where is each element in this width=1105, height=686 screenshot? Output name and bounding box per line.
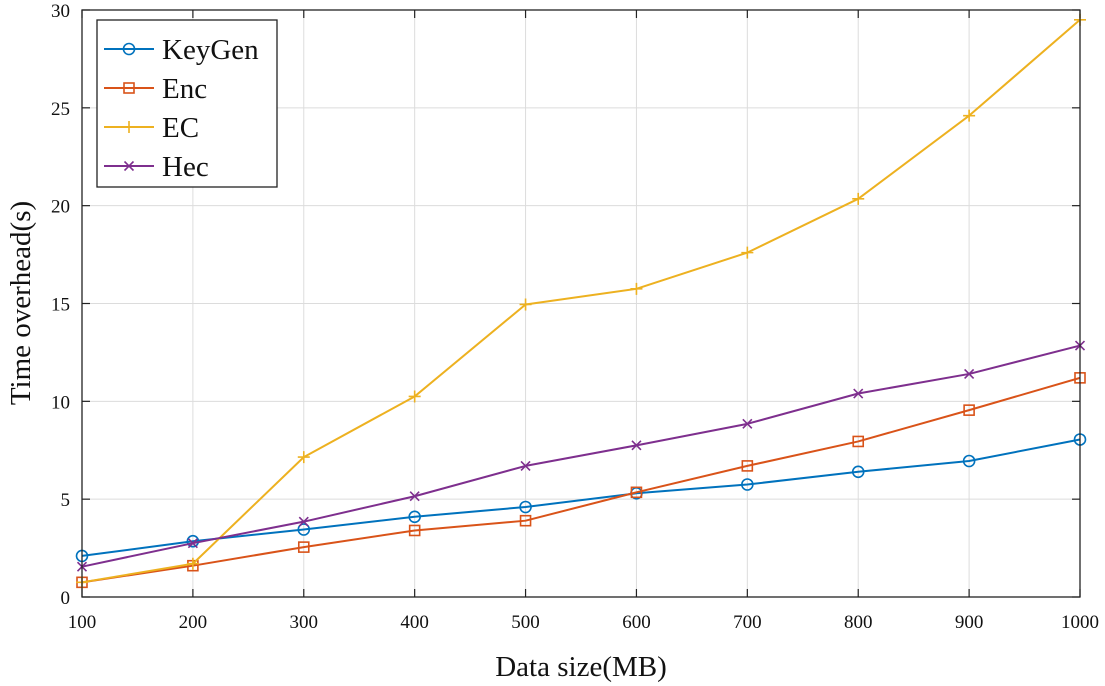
x-tick-label: 600 bbox=[622, 612, 651, 633]
series-layer bbox=[75, 13, 1087, 589]
y-tick-label: 10 bbox=[51, 392, 70, 413]
data-point-hec bbox=[631, 440, 642, 451]
legend-label-keygen: KeyGen bbox=[162, 34, 259, 66]
series-line-enc bbox=[81, 376, 1081, 584]
data-point-ec bbox=[297, 451, 310, 464]
x-tick-label: 900 bbox=[955, 612, 984, 633]
data-point-hec bbox=[187, 538, 198, 549]
data-point-enc bbox=[519, 514, 532, 527]
legend-marker-hec bbox=[123, 160, 135, 172]
data-point-keygen bbox=[962, 454, 976, 468]
data-point-ec bbox=[630, 282, 643, 295]
data-point-ec bbox=[741, 246, 754, 259]
data-point-enc bbox=[741, 460, 754, 472]
legend-marker-enc bbox=[123, 82, 135, 94]
data-point-hec bbox=[520, 460, 531, 471]
x-tick-label: 100 bbox=[68, 612, 97, 633]
y-tick-label: 5 bbox=[61, 490, 71, 511]
axis-ticks: 100 200 300 400 500 600 700 800 900 1000 0 5 10 15 20 2… bbox=[51, 1, 1099, 633]
series-line-keygen bbox=[81, 438, 1081, 557]
data-point-hec bbox=[298, 516, 309, 527]
data-point-hec bbox=[964, 368, 975, 380]
data-point-hec bbox=[409, 491, 420, 502]
x-tick-label: 400 bbox=[400, 612, 429, 633]
legend-label-hec: Hec bbox=[162, 151, 209, 183]
x-tick-label: 1000 bbox=[1061, 612, 1099, 633]
y-tick-label: 0 bbox=[61, 588, 71, 609]
legend-label-ec: EC bbox=[162, 112, 199, 144]
data-point-enc bbox=[297, 541, 310, 553]
data-point-keygen bbox=[297, 523, 311, 536]
legend-marker-keygen bbox=[122, 42, 136, 56]
data-point-enc bbox=[408, 524, 421, 537]
series-hec bbox=[76, 340, 1086, 572]
data-point-enc bbox=[963, 404, 975, 416]
x-tick-label: 800 bbox=[844, 612, 873, 633]
series-ec bbox=[76, 13, 1086, 589]
legend-marker-ec bbox=[123, 121, 135, 133]
legend: KeyGen Enc EC Hec bbox=[96, 19, 278, 188]
x-tick-label: 200 bbox=[179, 612, 208, 633]
series-keygen bbox=[75, 433, 1087, 563]
data-point-keygen bbox=[408, 510, 421, 524]
series-enc bbox=[76, 372, 1086, 589]
data-point-ec bbox=[408, 390, 421, 403]
data-point-keygen bbox=[741, 478, 754, 491]
y-tick-label: 30 bbox=[51, 1, 70, 22]
data-point-enc bbox=[852, 435, 865, 448]
y-tick-label: 25 bbox=[51, 99, 70, 120]
x-tick-label: 300 bbox=[290, 612, 319, 633]
data-point-ec bbox=[186, 557, 199, 570]
series-line-ec bbox=[81, 19, 1081, 584]
y-tick-label: 15 bbox=[51, 295, 70, 316]
y-axis-title: Time overhead(s) bbox=[5, 201, 37, 405]
data-point-enc bbox=[630, 486, 643, 499]
data-point-hec bbox=[853, 388, 864, 399]
data-point-ec bbox=[852, 192, 865, 205]
data-point-ec bbox=[963, 109, 976, 122]
x-axis-title: Data size(MB) bbox=[495, 651, 667, 683]
x-tick-label: 500 bbox=[511, 612, 540, 633]
legend-box bbox=[96, 19, 278, 188]
x-tick-label: 700 bbox=[733, 612, 762, 633]
legend-label-enc: Enc bbox=[162, 73, 207, 105]
y-tick-label: 20 bbox=[51, 197, 70, 218]
data-point-hec bbox=[742, 418, 753, 429]
data-point-ec bbox=[519, 298, 532, 311]
data-point-keygen bbox=[519, 500, 532, 514]
series-line-hec bbox=[81, 344, 1081, 568]
data-point-keygen bbox=[851, 465, 865, 479]
